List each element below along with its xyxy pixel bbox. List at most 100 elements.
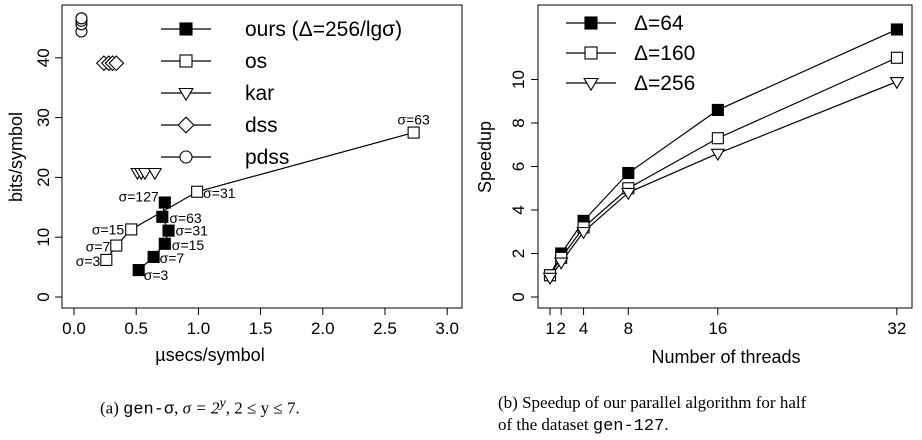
chart-b-x-axis-title: Number of threads — [651, 347, 800, 367]
chart-a-point-label: σ=7 — [160, 250, 185, 266]
chart-a-point-label: σ=31 — [176, 223, 209, 239]
chart-b-y-axis-title: Speedup — [475, 121, 495, 193]
chart-a-point-kar — [147, 167, 163, 181]
caption-a-math: σ = 2 — [182, 398, 220, 418]
chart-a-annotations: σ=3σ=7σ=15σ=31σ=63σ=127σ=3σ=7σ=15σ=31σ=6… — [76, 112, 430, 284]
chart-a-point-os — [407, 126, 420, 139]
chart-b-x-tick-label: 8 — [624, 319, 633, 338]
chart-a-x-axis-title: µsecs/symbol — [155, 345, 264, 365]
chart-a-legend-marker-dss — [177, 116, 195, 134]
chart-a-x-tick-label: 3.0 — [435, 319, 459, 338]
chart-a-point-ours-256-lg — [158, 196, 171, 209]
chart-b-point-256 — [576, 227, 591, 240]
chart-a-y-tick-label: 10 — [34, 228, 53, 247]
caption-b-line2: of the dataset gen-127. — [498, 414, 920, 438]
caption-b: (b) Speedup of our parallel algorithm fo… — [498, 392, 920, 438]
chart-a-x-tick-label: 2.0 — [311, 319, 335, 338]
chart-a-legend-marker-ours-256-lg — [179, 22, 193, 36]
chart-b-line-64 — [549, 28, 898, 276]
chart-a-legend-label-os: os — [245, 50, 267, 73]
chart-a-point-label: σ=3 — [144, 267, 169, 283]
chart-b-markers — [542, 23, 905, 286]
chart-a-markers — [75, 12, 420, 277]
chart-a-y-tick-label: 30 — [34, 108, 53, 127]
chart-a-point-label: σ=7 — [86, 239, 111, 255]
chart-b-point-256 — [889, 77, 905, 90]
chart-a-point-os — [191, 185, 204, 198]
chart-a-point-label: σ=63 — [397, 112, 430, 128]
caption-b-line2-prefix: of the dataset — [498, 415, 593, 434]
chart-b-point-160 — [711, 132, 724, 145]
chart-a-legend: ours (Δ=256/lgσ) os kar dss pdss — [161, 18, 402, 169]
chart-a-point-ours-256-lg — [158, 237, 171, 250]
chart-a-point-label: σ=3 — [76, 253, 101, 269]
caption-a-prefix: (a) — [100, 398, 124, 418]
chart-a-y-axis-title: bits/symbol — [6, 112, 26, 202]
chart-a-point-ours-256-lg — [156, 210, 169, 223]
chart-a-point-ours-256-lg — [132, 264, 145, 277]
chart-a-point-label: σ=63 — [169, 210, 202, 226]
chart-a-x-tick-label: 0.0 — [62, 319, 86, 338]
chart-a-point-kar — [137, 167, 153, 181]
chart-a-point-label: σ=15 — [172, 237, 205, 253]
chart-b-point-64 — [890, 23, 903, 36]
chart-a-point-ours-256-lg — [162, 224, 175, 237]
chart-b-x-tick-label: 16 — [708, 319, 727, 338]
chart-b-point-256 — [710, 148, 726, 162]
chart-b-x-tick-label: 1 — [545, 319, 554, 338]
caption-a-code: gen-σ — [123, 400, 175, 420]
caption-a: (a) gen-σ, σ = 2y, 2 ≤ y ≤ 7. — [100, 392, 300, 422]
chart-a-point-os — [100, 253, 113, 266]
caption-a-math2: , 2 ≤ y ≤ 7. — [225, 398, 300, 418]
chart-b-legend-label-160: Δ=160 — [634, 42, 695, 65]
chart-a-y-tick-label: 20 — [34, 168, 53, 187]
chart-a-plot-area — [61, 4, 463, 309]
chart-a-x-tick-label: 2.5 — [373, 319, 397, 338]
chart-a-x-tick-label: 0.5 — [124, 319, 148, 338]
chart-a-legend-label-kar: kar — [245, 82, 274, 105]
chart-b-point-64 — [622, 166, 635, 180]
chart-a-point-label: σ=127 — [119, 189, 159, 205]
chart-b-point-256 — [621, 187, 636, 201]
chart-b-plot-area — [537, 4, 913, 309]
chart-a-point-ours-256-lg — [147, 250, 160, 263]
chart-b-y-tick-label: 10 — [509, 70, 528, 89]
chart-b-y-tick-label: 6 — [509, 162, 528, 171]
chart-a-legend-label-dss: dss — [245, 114, 278, 137]
chart-b-x-tick-label: 32 — [887, 319, 906, 338]
chart-a-point-dss — [108, 55, 125, 72]
chart-b-x-tick-label: 2 — [556, 319, 565, 338]
chart-a-x-tick-label: 1.0 — [187, 319, 211, 338]
chart-a-point-pdss — [75, 12, 88, 25]
chart-b-y-tick-label: 4 — [509, 205, 528, 214]
chart-a-y-tick-label: 0 — [34, 292, 53, 301]
chart-a-legend-label-ours-256-lg: ours (Δ=256/lgσ) — [245, 18, 402, 41]
chart-a-y-tick-label: 40 — [34, 48, 53, 67]
chart-b-legend-marker-256 — [583, 77, 599, 92]
chart-b-point-256 — [553, 257, 569, 270]
chart-a-point-os — [125, 223, 138, 236]
caption-b-line2-suffix: . — [664, 415, 669, 434]
chart-b-line-160 — [549, 57, 898, 276]
chart-b-legend: Δ=64 Δ=160 Δ=256 — [566, 12, 695, 95]
chart-b-series-lines — [549, 28, 898, 278]
chart-b-y-tick-label: 0 — [509, 292, 528, 301]
chart-b-y-tick-label: 2 — [509, 249, 528, 258]
chart-a-legend-marker-kar — [178, 87, 194, 102]
chart-a-point-os — [110, 239, 123, 252]
caption-a-sep: , — [174, 398, 183, 418]
chart-a-point-label: σ=31 — [203, 185, 236, 201]
caption-b-code: gen-127 — [592, 417, 665, 436]
chart-b-point-64 — [711, 103, 724, 116]
caption-a-sup: y — [219, 395, 226, 411]
chart-b-y-tick-label: 8 — [509, 118, 528, 127]
caption-b-line1: (b) Speedup of our parallel algorithm fo… — [498, 393, 807, 412]
chart-a-legend-marker-os — [179, 54, 193, 68]
chart-b-legend-label-256: Δ=256 — [634, 72, 695, 95]
chart-a-x-tick-label: 1.5 — [249, 319, 273, 338]
chart-a-legend-label-pdss: pdss — [245, 146, 289, 169]
